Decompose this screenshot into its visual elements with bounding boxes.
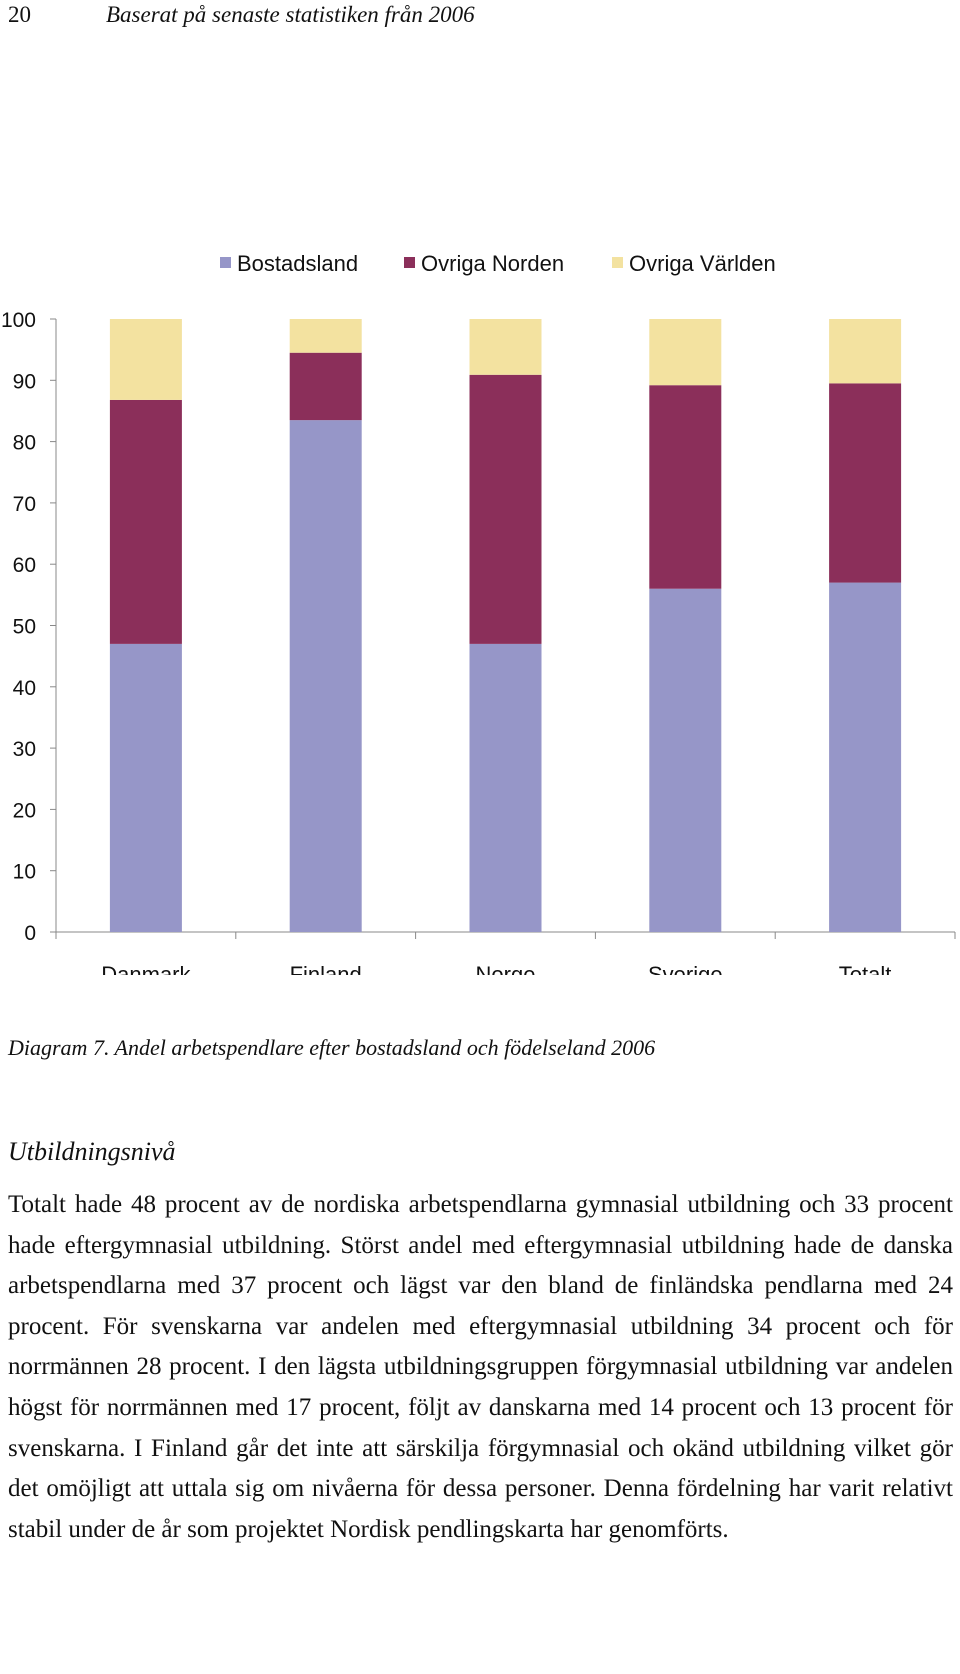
bar-segment — [469, 374, 542, 644]
y-tick-label: 40 — [13, 677, 36, 700]
bar-segment — [469, 319, 542, 375]
running-title: Baserat på senaste statistiken från 2006 — [106, 2, 475, 27]
y-tick-label: 70 — [13, 493, 36, 516]
section-heading: Utbildningsnivå — [8, 1137, 176, 1166]
bar-segment — [649, 319, 722, 386]
legend-label: Övriga Världen — [629, 255, 776, 276]
legend-label: Bostadsland — [237, 255, 358, 276]
bar-segment — [829, 582, 902, 932]
bar-segment — [649, 588, 722, 932]
y-tick-label: 10 — [13, 861, 36, 884]
legend-swatch — [612, 257, 623, 268]
y-tick-label: 20 — [13, 799, 36, 822]
y-tick-label: 50 — [13, 616, 36, 639]
y-tick-label: 80 — [13, 432, 36, 455]
y-tick-label: 100 — [1, 309, 36, 332]
bar-segment — [829, 383, 902, 583]
bar-segment — [289, 420, 362, 932]
x-tick-label: Totalt — [839, 962, 892, 975]
body-paragraph: Totalt hade 48 procent av de nordiska ar… — [8, 1191, 953, 1543]
x-tick-label: Sverige — [648, 962, 723, 975]
y-tick-label: 0 — [24, 922, 36, 945]
bar-segment — [649, 385, 722, 589]
bar-segment — [289, 319, 362, 353]
figure-caption: Diagram 7. Andel arbetspendlare efter bo… — [8, 1035, 656, 1060]
x-tick-label: Finland — [290, 962, 362, 975]
legend-label: Övriga Norden — [421, 255, 564, 276]
page-header: 20 Baserat på senaste statistiken från 2… — [0, 0, 960, 30]
y-tick-label: 90 — [13, 370, 36, 393]
x-tick-label: Norge — [476, 962, 536, 975]
page-number: 20 — [8, 2, 31, 27]
legend-swatch — [220, 257, 231, 268]
bar-segment — [109, 399, 182, 644]
y-tick-label: 30 — [13, 738, 36, 761]
bar-segment — [289, 352, 362, 421]
bar-segment — [829, 319, 902, 384]
x-tick-label: Danmark — [101, 962, 191, 975]
stacked-bar-chart: 0 10 20 30 40 50 60 70 80 90 100 Danmark Finland Norg… — [1, 255, 956, 975]
bar-segment — [109, 643, 182, 932]
legend-swatch — [404, 257, 415, 268]
bar-segment — [469, 643, 542, 932]
y-tick-label: 60 — [13, 554, 36, 577]
bar-segment — [109, 319, 182, 400]
